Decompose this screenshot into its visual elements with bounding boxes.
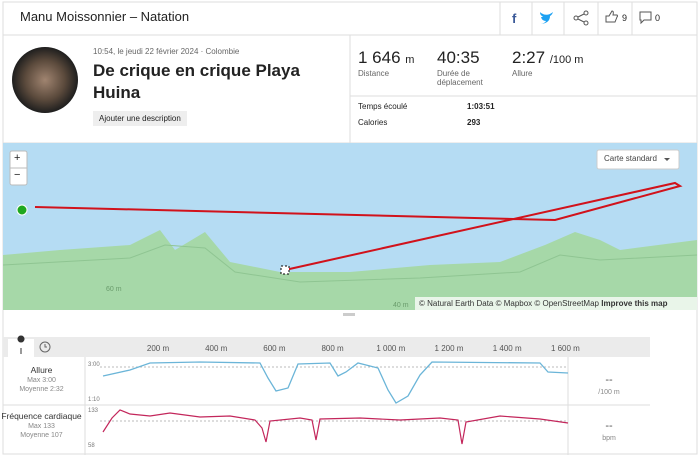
- share-icon[interactable]: [573, 10, 589, 26]
- distance-label: 600 m: [263, 344, 286, 353]
- axis-bottom-label: 1:10: [88, 397, 100, 403]
- distance-label: 1 000 m: [376, 344, 406, 353]
- readout-unit: bpm: [602, 435, 616, 442]
- stat-value: 2:27 /100 m: [512, 48, 583, 68]
- row-max: Max 133: [28, 423, 55, 430]
- readout-value: --: [605, 374, 613, 386]
- activity-heading: Manu Moissonnier – Natation: [20, 9, 190, 24]
- detail-value: 1:03:51: [467, 102, 495, 111]
- pace-profile: [102, 361, 569, 404]
- map-attribution: © Natural Earth Data © Mapbox © OpenStre…: [419, 299, 667, 308]
- activity-title: De crique en crique Playa Huina: [93, 61, 300, 102]
- contour-label: 40 m: [393, 302, 409, 309]
- readout-value: --: [605, 420, 613, 432]
- row-average: Moyenne 107: [20, 432, 63, 439]
- row-name: Allure: [30, 365, 53, 375]
- comment-count[interactable]: 0: [655, 13, 661, 23]
- comment-icon[interactable]: [639, 11, 652, 25]
- add-description-button[interactable]: Ajouter une description: [93, 111, 187, 126]
- distance-label: 1 600 m: [550, 344, 580, 353]
- facebook-icon[interactable]: f: [512, 11, 517, 26]
- map-style-button[interactable]: Carte standard: [604, 154, 657, 163]
- distance-label: 1 200 m: [434, 344, 464, 353]
- detail-label: Calories: [358, 118, 388, 127]
- axis-top-label: 3:00: [88, 362, 100, 368]
- time-tab-icon[interactable]: [39, 341, 51, 353]
- row-average: Moyenne 2:32: [19, 386, 64, 393]
- heart-rate-profile: [102, 409, 569, 445]
- finish-marker: [280, 265, 290, 275]
- stat-value: 1 646 m: [358, 48, 414, 68]
- stat-label: Durée de déplacement: [437, 69, 483, 87]
- stat-value: 2:27: [512, 48, 546, 67]
- activity-date: 10:54, le jeudi 22 février 2024 · Colomb…: [93, 47, 240, 56]
- avatar[interactable]: [12, 47, 78, 113]
- distance-label: 800 m: [321, 344, 344, 353]
- map[interactable]: [2, 143, 698, 310]
- stat-unit: /100 m: [549, 54, 584, 66]
- stat-label: Allure: [512, 69, 533, 78]
- zoom-out-button[interactable]: −: [14, 169, 21, 181]
- detail-label: Temps écoulé: [358, 102, 408, 111]
- stat-unit: m: [405, 54, 415, 66]
- kudos-icon[interactable]: [605, 10, 618, 23]
- detail-value: 293: [467, 118, 481, 127]
- row-name: Fréquence cardiaque: [1, 411, 82, 421]
- distance-label: 200 m: [146, 344, 170, 353]
- row-max: Max 3:00: [27, 377, 56, 384]
- improve-map-link[interactable]: Improve this map: [601, 299, 668, 308]
- twitter-icon[interactable]: [540, 12, 553, 24]
- distance-label: 1 400 m: [492, 344, 522, 353]
- stat-value: 1 646: [358, 48, 401, 67]
- contour-label: 60 m: [106, 286, 122, 293]
- stat-label: Distance: [358, 69, 390, 78]
- kudos-count[interactable]: 9: [622, 13, 628, 23]
- route: [34, 181, 683, 271]
- distance-label: 400 m: [205, 344, 228, 353]
- readout-unit: /100 m: [598, 389, 620, 396]
- axis-top-label: 133: [88, 408, 99, 414]
- attribution-text: © Natural Earth Data © Mapbox © OpenStre…: [419, 299, 599, 308]
- start-marker: [16, 204, 28, 216]
- map-tab-icon[interactable]: [17, 335, 25, 354]
- zoom-in-button[interactable]: +: [14, 152, 21, 164]
- axis-bottom-label: 58: [88, 443, 95, 449]
- stat-value: 40:35: [437, 48, 480, 67]
